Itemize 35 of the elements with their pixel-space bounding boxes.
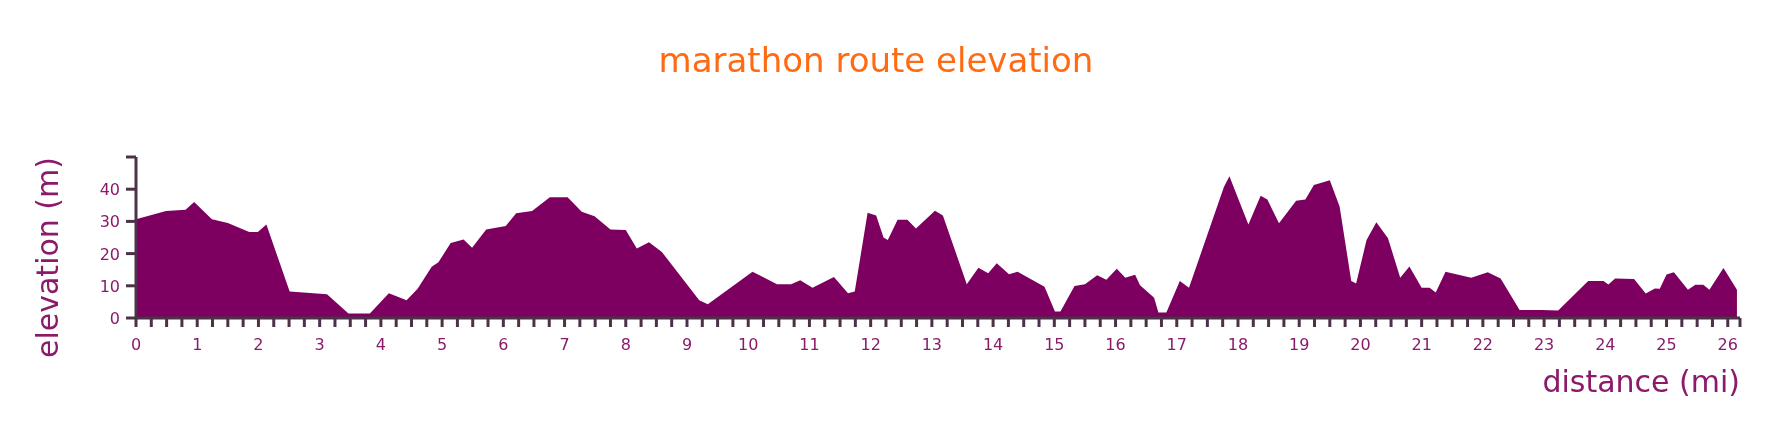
x-tick-label: 3: [314, 335, 325, 354]
x-tick-label: 1: [192, 335, 203, 354]
x-tick-label: 5: [437, 335, 448, 354]
y-tick-label: 30: [99, 212, 120, 232]
x-tick-label: 2: [253, 335, 264, 354]
x-tick-label: 8: [620, 335, 631, 354]
x-tick-label: 21: [1411, 335, 1432, 354]
x-tick-label: 6: [498, 335, 509, 354]
x-tick-label: 4: [375, 335, 386, 354]
y-tick-label: 20: [99, 244, 120, 264]
x-tick-label: 7: [559, 335, 570, 354]
y-tick-label: 0: [109, 309, 120, 328]
x-tick-label: 17: [1166, 335, 1187, 354]
y-tick-label: 40: [99, 180, 120, 200]
x-tick-label: 26: [1717, 335, 1738, 354]
y-tick-label: 10: [99, 276, 120, 296]
x-tick-label: 23: [1533, 335, 1555, 354]
x-tick-label: 11: [799, 335, 820, 354]
x-tick-label: 20: [1350, 335, 1371, 354]
x-tick-label: 0: [130, 335, 142, 354]
chart-title: marathon route elevation: [658, 40, 1094, 80]
x-tick-label: 25: [1656, 335, 1677, 354]
x-tick-label: 15: [1044, 335, 1065, 354]
x-tick-label: 24: [1595, 335, 1616, 354]
x-tick-label: 10: [738, 335, 759, 354]
y-axis-title: elevation (m): [30, 156, 65, 359]
x-tick-label: 22: [1472, 335, 1494, 354]
x-tick-label: 16: [1105, 335, 1126, 354]
x-tick-label: 9: [681, 335, 693, 354]
x-tick-label: 13: [921, 335, 943, 354]
x-tick-label: 19: [1289, 335, 1310, 354]
x-tick-label: 12: [860, 335, 881, 354]
x-tick-label: 18: [1227, 335, 1249, 354]
x-axis-title: distance (mi): [1542, 364, 1740, 399]
x-tick-label: 14: [982, 335, 1004, 354]
